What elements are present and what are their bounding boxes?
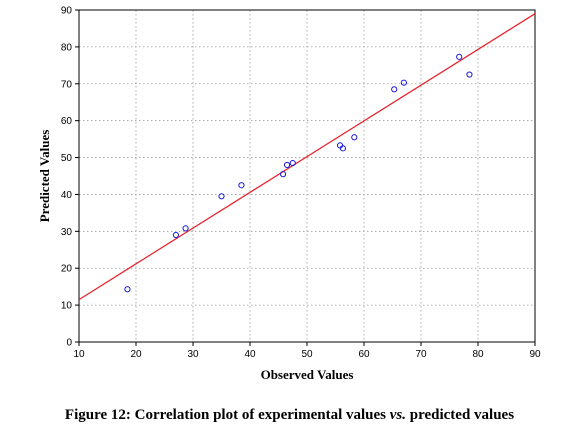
data-point	[218, 193, 225, 200]
x-tick-label: 50	[301, 349, 313, 360]
data-point	[466, 71, 473, 78]
x-tick-label: 10	[73, 349, 85, 360]
data-point	[283, 161, 291, 169]
data-point	[182, 225, 189, 232]
data-point	[279, 171, 287, 178]
plot-frame	[78, 9, 536, 343]
data-point	[238, 182, 245, 189]
fit-line-group	[78, 13, 536, 301]
x-tick-label: 20	[130, 349, 142, 360]
data-point	[124, 286, 131, 293]
x-axis-title: Observed Values	[261, 367, 354, 382]
data-point	[351, 134, 358, 141]
x-tick-label: 60	[358, 349, 370, 360]
x-tick-label: 40	[244, 349, 256, 360]
data-point	[289, 159, 296, 167]
data-point	[400, 79, 407, 86]
x-tick-label: 30	[187, 349, 199, 360]
y-tick-label: 80	[61, 42, 73, 53]
y-tick-label: 90	[61, 6, 73, 17]
data-point	[339, 145, 347, 152]
caption-suffix: predicted values	[406, 407, 515, 423]
data-point	[456, 53, 463, 60]
y-tick-label: 30	[61, 227, 73, 238]
x-tick-label: 80	[472, 349, 484, 360]
axis-ticks	[75, 9, 536, 346]
caption-emphasis: vs.	[389, 407, 406, 423]
fit-line	[78, 13, 536, 301]
x-tick-label: 90	[529, 349, 541, 360]
data-point	[391, 86, 398, 93]
y-tick-label: 60	[61, 116, 73, 127]
y-tick-label: 20	[61, 264, 73, 275]
y-tick-label: 10	[61, 301, 73, 312]
grid	[79, 10, 535, 342]
y-axis-title: Predicted Values	[37, 130, 52, 223]
figure-caption: Figure 12: Correlation plot of experimen…	[0, 407, 579, 424]
y-tick-label: 70	[61, 79, 73, 90]
y-tick-label: 0	[66, 338, 72, 349]
x-tick-labels: 10 20 30 40 50 60 70 80 90	[73, 349, 541, 360]
data-points	[124, 53, 473, 293]
data-point	[172, 231, 179, 239]
y-tick-label: 50	[61, 153, 73, 164]
y-tick-labels: 0 10 20 30 40 50 60 70 80 90	[61, 6, 73, 349]
x-tick-label: 70	[415, 349, 427, 360]
y-tick-label: 40	[61, 190, 73, 201]
caption-prefix: Figure 12: Correlation plot of experimen…	[64, 407, 390, 423]
